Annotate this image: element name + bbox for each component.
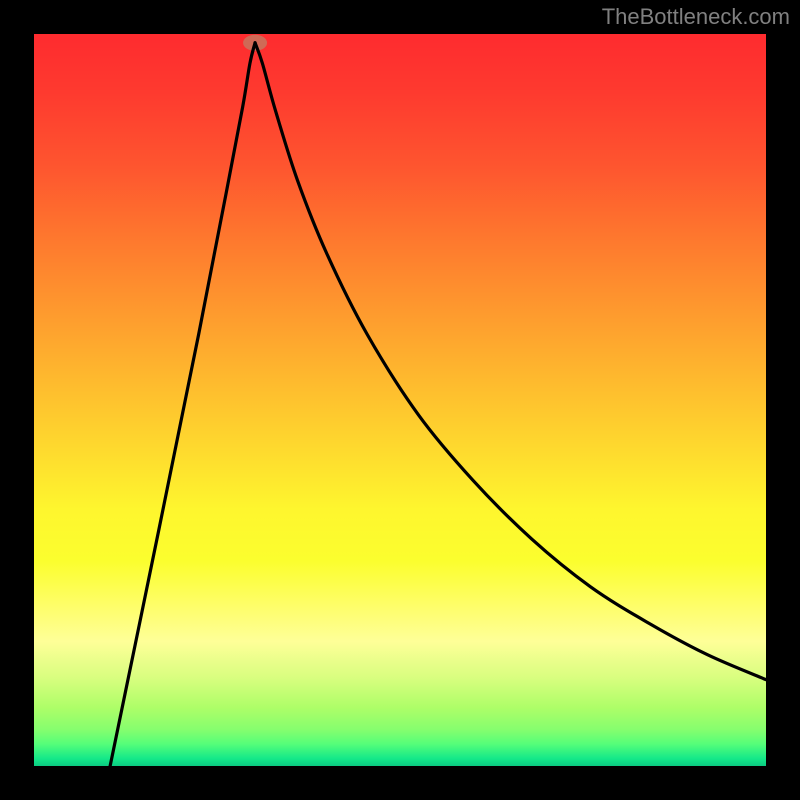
gradient-chart (0, 0, 800, 800)
chart-container: TheBottleneck.com (0, 0, 800, 800)
watermark-label: TheBottleneck.com (602, 4, 790, 30)
